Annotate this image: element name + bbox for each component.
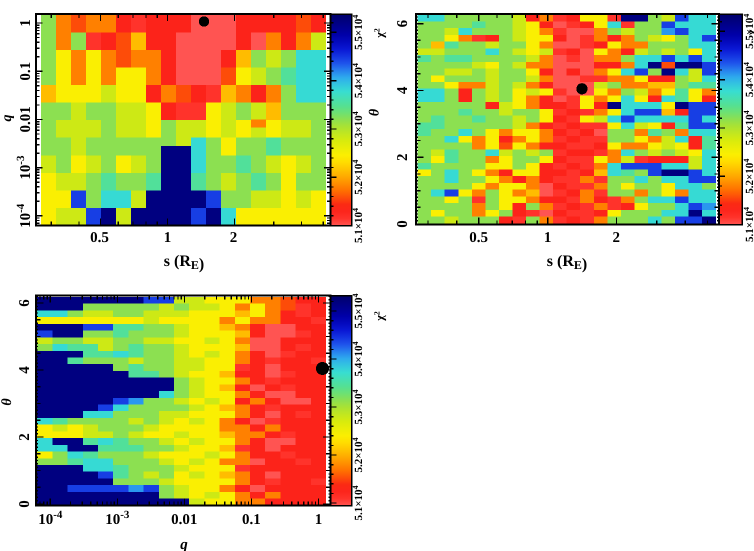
svg-text:4: 4 <box>17 366 33 374</box>
svg-text:0.01: 0.01 <box>171 512 197 528</box>
svg-text:5.3×104: 5.3×104 <box>351 111 365 146</box>
svg-text:1: 1 <box>315 512 323 528</box>
svg-text:θ: θ <box>368 108 383 116</box>
svg-text:5.1×104: 5.1×104 <box>351 208 365 243</box>
svg-text:q: q <box>180 537 188 551</box>
svg-text:χ: χ <box>744 29 754 36</box>
svg-text:5.5×104: 5.5×104 <box>742 14 754 49</box>
svg-text:4: 4 <box>395 86 411 94</box>
svg-text:5.2×104: 5.2×104 <box>351 437 365 472</box>
svg-text:s (RE): s (RE) <box>547 253 587 273</box>
svg-text:2: 2 <box>613 230 621 246</box>
svg-text:5.4×104: 5.4×104 <box>742 62 754 97</box>
svg-text:θ: θ <box>0 398 15 406</box>
svg-text:s (RE): s (RE) <box>164 253 204 273</box>
svg-text:0.1: 0.1 <box>242 512 261 528</box>
svg-text:5.2×104: 5.2×104 <box>742 159 754 194</box>
svg-text:5.4×104: 5.4×104 <box>351 63 365 98</box>
svg-text:χ2: χ2 <box>373 311 387 322</box>
svg-text:5.5×104: 5.5×104 <box>351 293 365 328</box>
svg-text:q: q <box>0 115 15 122</box>
svg-text:2: 2 <box>230 230 238 246</box>
svg-text:0: 0 <box>17 500 33 508</box>
svg-text:0.01: 0.01 <box>18 106 34 132</box>
svg-text:0.5: 0.5 <box>90 230 109 246</box>
svg-text:6: 6 <box>17 299 33 307</box>
svg-text:5.3×104: 5.3×104 <box>351 389 365 424</box>
svg-text:5.5×104: 5.5×104 <box>351 15 365 50</box>
svg-text:5.4×104: 5.4×104 <box>351 341 365 376</box>
svg-text:χ2: χ2 <box>373 28 387 39</box>
svg-text:6: 6 <box>395 19 411 27</box>
svg-text:5.1×104: 5.1×104 <box>742 207 754 242</box>
svg-text:2: 2 <box>17 433 33 441</box>
svg-text:1: 1 <box>18 19 34 27</box>
svg-text:1: 1 <box>164 230 172 246</box>
svg-text:5.1×104: 5.1×104 <box>351 485 365 520</box>
svg-text:0: 0 <box>395 220 411 228</box>
svg-text:5.3×104: 5.3×104 <box>742 110 754 145</box>
svg-text:2: 2 <box>395 153 411 161</box>
svg-text:1: 1 <box>544 230 552 246</box>
svg-text:5.2×104: 5.2×104 <box>351 160 365 195</box>
svg-text:0.5: 0.5 <box>469 230 488 246</box>
svg-text:0.1: 0.1 <box>18 62 34 81</box>
